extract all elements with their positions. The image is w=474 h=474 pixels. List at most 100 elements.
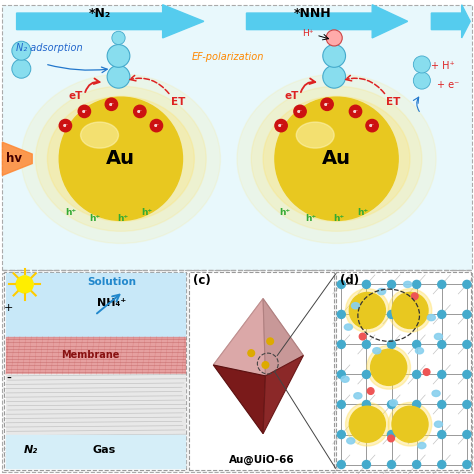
FancyArrow shape [246,5,408,38]
Text: e⁻: e⁻ [154,123,159,128]
Circle shape [107,65,130,88]
Circle shape [349,406,385,442]
Circle shape [107,45,130,67]
Ellipse shape [251,86,422,231]
Circle shape [363,310,371,319]
Circle shape [105,98,118,110]
Text: e⁻: e⁻ [353,109,358,114]
Circle shape [363,280,371,288]
Circle shape [349,105,362,118]
Circle shape [16,276,33,293]
Circle shape [388,435,394,442]
Ellipse shape [354,392,362,399]
Bar [6,273,185,337]
Circle shape [463,340,471,348]
Circle shape [388,401,395,409]
Circle shape [412,340,421,348]
Circle shape [363,340,371,348]
FancyArrow shape [17,5,204,38]
Polygon shape [213,356,303,376]
Bar [4,272,186,470]
Circle shape [413,56,430,73]
Circle shape [248,350,255,356]
Circle shape [326,30,342,46]
Ellipse shape [352,303,360,309]
Circle shape [392,406,428,442]
Circle shape [337,430,345,438]
Bar [2,5,472,270]
Text: H⁺: H⁺ [302,29,314,37]
Ellipse shape [415,348,424,354]
Ellipse shape [47,96,194,221]
Circle shape [12,41,31,60]
Bar [2,273,472,472]
Circle shape [363,430,371,438]
Ellipse shape [21,74,220,244]
Text: Gas: Gas [92,445,116,456]
Circle shape [438,280,446,288]
Text: h⁺: h⁺ [279,208,290,217]
Text: e⁻: e⁻ [109,102,114,107]
Ellipse shape [81,122,118,148]
Circle shape [337,310,345,319]
Circle shape [346,289,389,332]
Ellipse shape [237,74,436,244]
Ellipse shape [404,281,411,287]
Circle shape [412,371,421,378]
Text: e⁻: e⁻ [278,123,284,128]
Circle shape [323,45,346,67]
Circle shape [337,371,345,378]
Circle shape [412,430,421,438]
Circle shape [463,461,471,468]
Text: h⁺: h⁺ [305,215,316,223]
Circle shape [321,98,333,110]
Ellipse shape [373,348,381,354]
Circle shape [337,401,345,409]
Text: ET: ET [386,97,401,107]
Circle shape [363,371,371,378]
Ellipse shape [36,86,206,231]
Circle shape [388,289,432,332]
Text: e⁻: e⁻ [82,109,87,114]
Circle shape [463,371,471,378]
Circle shape [275,119,287,132]
Circle shape [371,349,407,385]
Circle shape [412,401,421,409]
Text: h⁺: h⁺ [118,215,129,223]
Circle shape [363,401,371,409]
Text: *N₂: *N₂ [89,7,110,20]
Circle shape [412,310,421,319]
Circle shape [388,430,395,438]
Circle shape [366,119,378,132]
Circle shape [59,97,182,220]
Text: EF-polarization: EF-polarization [191,52,264,62]
Ellipse shape [390,400,397,406]
Ellipse shape [344,324,353,330]
Circle shape [12,59,31,78]
Text: hv: hv [6,152,22,165]
Ellipse shape [341,376,349,382]
Text: e⁻: e⁻ [63,123,68,128]
Circle shape [438,340,446,348]
Polygon shape [2,142,32,175]
Bar [6,337,185,374]
Text: eT: eT [69,91,83,101]
Polygon shape [263,356,303,434]
Text: NH₄⁺: NH₄⁺ [97,298,126,309]
Circle shape [423,369,430,375]
Circle shape [294,105,306,118]
Circle shape [388,371,395,378]
Circle shape [463,430,471,438]
Circle shape [367,346,410,389]
Circle shape [262,362,269,368]
Ellipse shape [347,438,355,444]
Circle shape [337,280,345,288]
Circle shape [388,310,395,319]
Ellipse shape [378,288,386,294]
Text: Au@UiO-66: Au@UiO-66 [229,455,294,465]
Circle shape [463,310,471,319]
Text: *NNH: *NNH [294,7,332,20]
Text: e⁻: e⁻ [137,109,143,114]
Text: -: - [6,372,11,386]
Circle shape [349,292,385,328]
